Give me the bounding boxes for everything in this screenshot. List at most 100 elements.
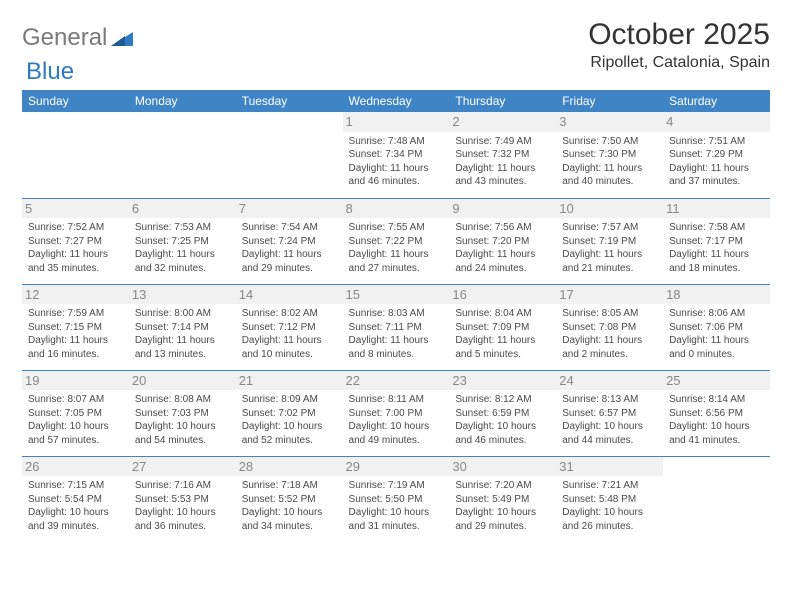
day-cell bbox=[22, 112, 129, 198]
day-number: 6 bbox=[129, 199, 236, 219]
day-info-line: Sunrise: 7:52 AM bbox=[28, 221, 123, 235]
day-info-line: Daylight: 11 hours bbox=[562, 334, 657, 348]
month-title: October 2025 bbox=[588, 18, 770, 52]
day-info-line: Sunset: 7:22 PM bbox=[349, 235, 444, 249]
day-cell: 7Sunrise: 7:54 AMSunset: 7:24 PMDaylight… bbox=[236, 198, 343, 284]
day-info-line: Sunrise: 7:54 AM bbox=[242, 221, 337, 235]
day-info-line: Sunrise: 8:12 AM bbox=[455, 393, 550, 407]
day-number: 10 bbox=[556, 199, 663, 219]
header: General October 2025 Ripollet, Catalonia… bbox=[22, 18, 770, 72]
day-cell: 3Sunrise: 7:50 AMSunset: 7:30 PMDaylight… bbox=[556, 112, 663, 198]
logo-triangle-icon bbox=[111, 30, 133, 46]
day-cell: 23Sunrise: 8:12 AMSunset: 6:59 PMDayligh… bbox=[449, 370, 556, 456]
day-number: 2 bbox=[449, 112, 556, 132]
day-number: 8 bbox=[343, 199, 450, 219]
day-number: 14 bbox=[236, 285, 343, 305]
day-info-line: Daylight: 11 hours bbox=[562, 162, 657, 176]
day-info-line: and 39 minutes. bbox=[28, 520, 123, 534]
day-cell: 9Sunrise: 7:56 AMSunset: 7:20 PMDaylight… bbox=[449, 198, 556, 284]
day-info-line: Sunset: 5:52 PM bbox=[242, 493, 337, 507]
day-info-line: Sunrise: 8:05 AM bbox=[562, 307, 657, 321]
day-info-line: Sunset: 7:11 PM bbox=[349, 321, 444, 335]
day-info-line: Daylight: 11 hours bbox=[669, 334, 764, 348]
day-cell: 14Sunrise: 8:02 AMSunset: 7:12 PMDayligh… bbox=[236, 284, 343, 370]
day-cell: 25Sunrise: 8:14 AMSunset: 6:56 PMDayligh… bbox=[663, 370, 770, 456]
day-cell: 1Sunrise: 7:48 AMSunset: 7:34 PMDaylight… bbox=[343, 112, 450, 198]
day-info-line: Sunset: 7:09 PM bbox=[455, 321, 550, 335]
day-number: 31 bbox=[556, 457, 663, 477]
day-cell: 4Sunrise: 7:51 AMSunset: 7:29 PMDaylight… bbox=[663, 112, 770, 198]
day-info-line: and 13 minutes. bbox=[135, 348, 230, 362]
location: Ripollet, Catalonia, Spain bbox=[588, 54, 770, 72]
day-info-line: Daylight: 10 hours bbox=[135, 420, 230, 434]
day-number: 22 bbox=[343, 371, 450, 391]
day-info-line: Sunrise: 7:20 AM bbox=[455, 479, 550, 493]
day-info-line: and 26 minutes. bbox=[562, 520, 657, 534]
day-number: 25 bbox=[663, 371, 770, 391]
day-info-line: Daylight: 11 hours bbox=[135, 334, 230, 348]
day-cell: 20Sunrise: 8:08 AMSunset: 7:03 PMDayligh… bbox=[129, 370, 236, 456]
day-info-line: Sunset: 7:08 PM bbox=[562, 321, 657, 335]
day-info-line: and 52 minutes. bbox=[242, 434, 337, 448]
day-info-line: and 8 minutes. bbox=[349, 348, 444, 362]
day-info-line: Sunset: 5:50 PM bbox=[349, 493, 444, 507]
day-info-line: Sunrise: 7:19 AM bbox=[349, 479, 444, 493]
day-number: 1 bbox=[343, 112, 450, 132]
day-info-line: Sunset: 5:49 PM bbox=[455, 493, 550, 507]
day-cell: 10Sunrise: 7:57 AMSunset: 7:19 PMDayligh… bbox=[556, 198, 663, 284]
day-info-line: Sunrise: 7:18 AM bbox=[242, 479, 337, 493]
day-info-line: and 27 minutes. bbox=[349, 262, 444, 276]
day-info-line: Sunset: 6:56 PM bbox=[669, 407, 764, 421]
day-info-line: Sunset: 7:24 PM bbox=[242, 235, 337, 249]
day-info-line: Daylight: 10 hours bbox=[349, 420, 444, 434]
day-info-line: and 35 minutes. bbox=[28, 262, 123, 276]
day-info-line: and 41 minutes. bbox=[669, 434, 764, 448]
day-info-line: Daylight: 11 hours bbox=[349, 334, 444, 348]
day-info-line: and 18 minutes. bbox=[669, 262, 764, 276]
day-info-line: Sunrise: 8:04 AM bbox=[455, 307, 550, 321]
day-info-line: and 40 minutes. bbox=[562, 175, 657, 189]
day-info-line: and 54 minutes. bbox=[135, 434, 230, 448]
day-header-row: Sunday Monday Tuesday Wednesday Thursday… bbox=[22, 90, 770, 112]
day-info-line: Daylight: 11 hours bbox=[28, 248, 123, 262]
day-info-line: Sunset: 7:12 PM bbox=[242, 321, 337, 335]
day-number: 26 bbox=[22, 457, 129, 477]
day-info-line: Daylight: 10 hours bbox=[242, 420, 337, 434]
day-info-line: Daylight: 10 hours bbox=[455, 420, 550, 434]
day-number: 23 bbox=[449, 371, 556, 391]
week-row: 5Sunrise: 7:52 AMSunset: 7:27 PMDaylight… bbox=[22, 198, 770, 284]
day-info-line: and 36 minutes. bbox=[135, 520, 230, 534]
day-info-line: Sunset: 7:20 PM bbox=[455, 235, 550, 249]
day-info-line: Daylight: 11 hours bbox=[669, 162, 764, 176]
week-row: 1Sunrise: 7:48 AMSunset: 7:34 PMDaylight… bbox=[22, 112, 770, 198]
day-cell: 28Sunrise: 7:18 AMSunset: 5:52 PMDayligh… bbox=[236, 456, 343, 539]
day-info-line: and 37 minutes. bbox=[669, 175, 764, 189]
day-cell: 21Sunrise: 8:09 AMSunset: 7:02 PMDayligh… bbox=[236, 370, 343, 456]
day-info-line: Daylight: 11 hours bbox=[349, 162, 444, 176]
day-info-line: Daylight: 11 hours bbox=[28, 334, 123, 348]
day-number: 29 bbox=[343, 457, 450, 477]
day-info-line: Sunset: 7:02 PM bbox=[242, 407, 337, 421]
day-info-line: and 5 minutes. bbox=[455, 348, 550, 362]
day-info-line: Sunset: 7:30 PM bbox=[562, 148, 657, 162]
day-cell: 30Sunrise: 7:20 AMSunset: 5:49 PMDayligh… bbox=[449, 456, 556, 539]
day-number: 20 bbox=[129, 371, 236, 391]
day-cell: 8Sunrise: 7:55 AMSunset: 7:22 PMDaylight… bbox=[343, 198, 450, 284]
day-info-line: Sunrise: 8:08 AM bbox=[135, 393, 230, 407]
title-block: October 2025 Ripollet, Catalonia, Spain bbox=[588, 18, 770, 72]
day-info-line: Sunrise: 7:48 AM bbox=[349, 135, 444, 149]
day-cell: 29Sunrise: 7:19 AMSunset: 5:50 PMDayligh… bbox=[343, 456, 450, 539]
day-header: Tuesday bbox=[236, 90, 343, 112]
day-info-line: Sunset: 7:00 PM bbox=[349, 407, 444, 421]
day-number: 18 bbox=[663, 285, 770, 305]
day-info-line: Sunrise: 8:06 AM bbox=[669, 307, 764, 321]
logo-text-blue: Blue bbox=[26, 58, 74, 85]
day-info-line: and 31 minutes. bbox=[349, 520, 444, 534]
day-info-line: Sunrise: 7:49 AM bbox=[455, 135, 550, 149]
day-cell: 24Sunrise: 8:13 AMSunset: 6:57 PMDayligh… bbox=[556, 370, 663, 456]
day-info-line: and 10 minutes. bbox=[242, 348, 337, 362]
day-info-line: Daylight: 10 hours bbox=[562, 420, 657, 434]
day-info-line: and 29 minutes. bbox=[242, 262, 337, 276]
day-number: 15 bbox=[343, 285, 450, 305]
day-number: 17 bbox=[556, 285, 663, 305]
